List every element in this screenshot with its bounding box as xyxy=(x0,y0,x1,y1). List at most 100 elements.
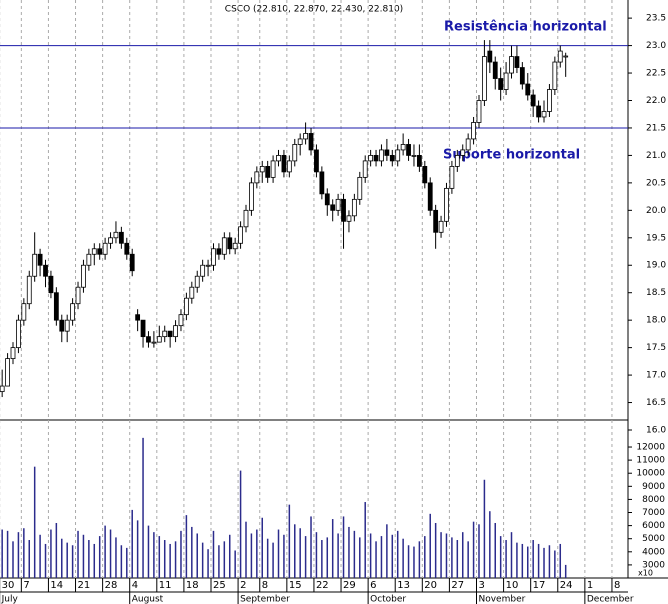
month-label: July xyxy=(1,595,19,604)
volume-bar xyxy=(115,537,117,578)
volume-bar xyxy=(126,547,128,578)
volume-bar xyxy=(23,528,25,578)
candle-body xyxy=(557,50,563,63)
candle-body xyxy=(519,67,525,85)
x-tick-label: 18 xyxy=(186,580,199,591)
candle-body xyxy=(102,242,108,255)
month-label: October xyxy=(370,595,406,604)
candle-body xyxy=(259,165,265,173)
volume-bar xyxy=(131,509,133,578)
x-tick-label: 6 xyxy=(370,580,376,591)
volume-bar xyxy=(245,521,247,578)
candle-body xyxy=(319,171,325,195)
volume-bar xyxy=(494,522,496,578)
month-label: August xyxy=(132,595,164,604)
y-tick-label: 3000 xyxy=(642,560,665,570)
volume-bar xyxy=(256,529,258,578)
volume-bar xyxy=(71,545,74,578)
volume-bar xyxy=(77,530,79,578)
volume-bar xyxy=(153,532,155,578)
x-tick-label: 17 xyxy=(533,580,546,591)
candle-body xyxy=(43,264,48,277)
y-tick-label: 22.0 xyxy=(646,96,666,106)
volume-bar xyxy=(201,542,204,578)
volume-bar xyxy=(564,564,567,578)
volume-bar xyxy=(467,541,469,578)
candle-body xyxy=(189,286,195,299)
volume-bar xyxy=(310,516,312,578)
candle-body xyxy=(503,72,509,90)
x-tick-label: 7 xyxy=(23,580,29,591)
volume-bar xyxy=(434,522,437,578)
candle-body xyxy=(59,319,65,332)
candle-body xyxy=(482,56,487,101)
volume-bar xyxy=(66,542,68,578)
volume-bar xyxy=(207,549,209,578)
candle-body xyxy=(400,144,406,151)
candle-body xyxy=(91,248,97,255)
volume-bar xyxy=(559,543,562,578)
volume-bar xyxy=(521,543,524,578)
volume-bar xyxy=(261,517,264,578)
candle-body xyxy=(433,209,439,233)
volume-bar xyxy=(413,546,415,578)
volume-bar xyxy=(17,532,20,578)
volume-bar xyxy=(527,546,529,578)
volume-bar xyxy=(407,545,410,578)
y-tick-label: 17.0 xyxy=(646,371,666,381)
candle-body xyxy=(438,220,444,233)
candle-body xyxy=(427,182,433,211)
candle-body xyxy=(156,336,162,343)
volume-bar xyxy=(266,538,269,578)
candle-body xyxy=(373,155,379,162)
y-tick-label: 12000 xyxy=(636,443,665,453)
candle-body xyxy=(509,56,514,74)
candle-body xyxy=(341,198,346,222)
annotation: Suporte horizontal xyxy=(443,148,580,163)
x-tick-label: 11 xyxy=(159,580,172,591)
candle-body xyxy=(167,330,173,338)
candle-body xyxy=(465,138,471,151)
candle-body xyxy=(460,149,466,156)
y-tick-label: 19.5 xyxy=(646,233,666,243)
candle-body xyxy=(81,264,86,288)
candle-body xyxy=(211,248,216,266)
x-tick-label: 4 xyxy=(132,580,138,591)
candle-body xyxy=(476,100,482,123)
candle-body xyxy=(183,297,189,316)
y-tick-label: 16.0 xyxy=(646,426,666,436)
candle-body xyxy=(346,215,352,222)
candle-body xyxy=(124,242,130,255)
candle-body xyxy=(454,155,460,167)
volume-bar xyxy=(55,522,58,578)
volume-bar xyxy=(440,532,442,578)
volume-bar xyxy=(147,525,150,578)
candle-body xyxy=(254,171,260,184)
volume-bar xyxy=(478,524,480,578)
candle-body xyxy=(362,160,368,178)
volume-bar xyxy=(109,529,112,578)
volume-bar xyxy=(223,541,226,578)
volume-unit: x10 xyxy=(638,569,653,578)
x-tick-label: 24 xyxy=(560,580,573,591)
volume-bar xyxy=(104,525,106,578)
volume-bar xyxy=(375,541,377,578)
volume-bar xyxy=(136,520,139,578)
candle-body xyxy=(48,275,54,294)
candle-body xyxy=(335,198,341,211)
volume-bar xyxy=(543,547,545,578)
candle-body xyxy=(26,275,32,305)
volume-bar xyxy=(239,470,242,578)
x-tick-label: 13 xyxy=(397,580,410,591)
candle-body xyxy=(227,237,233,250)
volume-bar xyxy=(304,536,307,578)
candle-body xyxy=(10,347,16,360)
candle-body xyxy=(351,198,357,217)
x-tick-label: 25 xyxy=(213,580,226,591)
candle-body xyxy=(449,165,455,189)
x-tick-label: 8 xyxy=(614,580,620,591)
y-tick-label: 22.5 xyxy=(646,69,666,79)
volume-bar xyxy=(283,534,285,578)
candle-body xyxy=(129,253,135,272)
